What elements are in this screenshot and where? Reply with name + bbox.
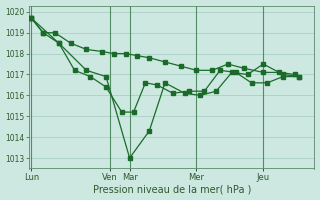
X-axis label: Pression niveau de la mer( hPa ): Pression niveau de la mer( hPa ) <box>92 184 251 194</box>
